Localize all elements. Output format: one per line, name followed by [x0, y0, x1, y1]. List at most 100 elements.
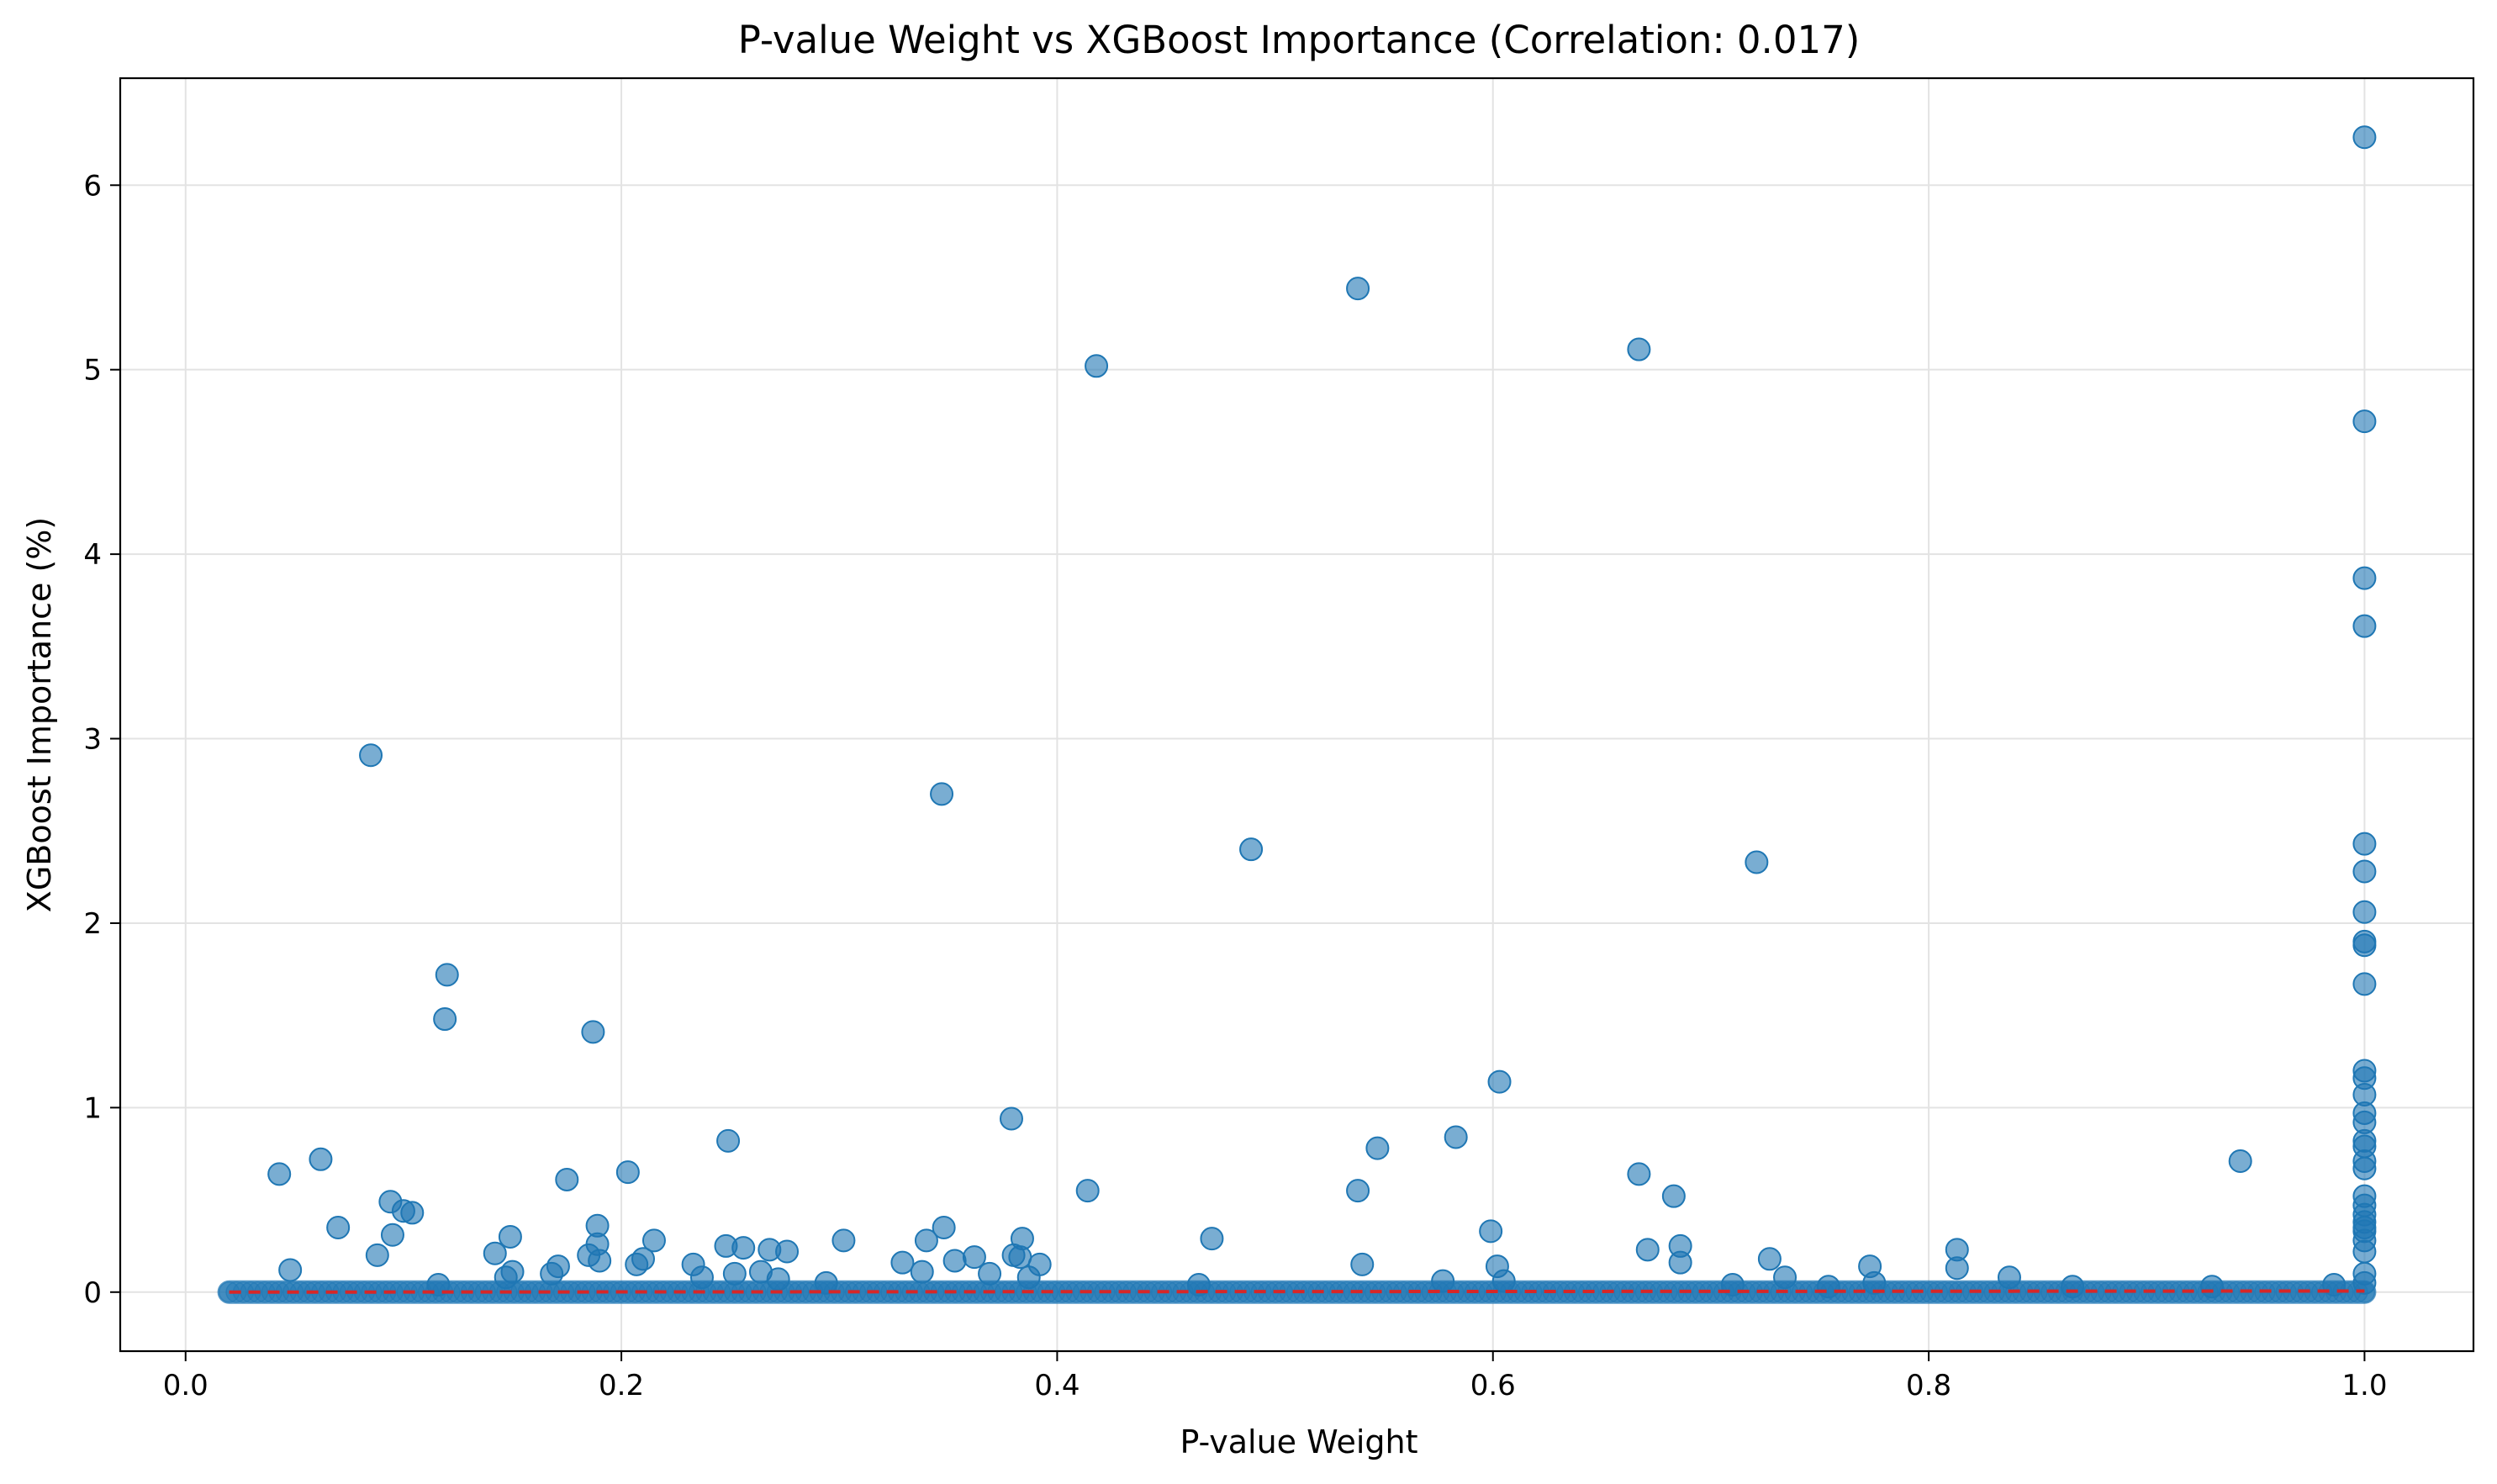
data-point: [1945, 1256, 1969, 1281]
data-point: [1350, 1252, 1375, 1276]
data-point: [2352, 900, 2377, 924]
data-point: [2200, 1275, 2224, 1299]
data-point: [1627, 1162, 1651, 1186]
data-point: [831, 1228, 856, 1253]
data-point: [588, 1249, 612, 1273]
y-tick-label: 0: [83, 1276, 102, 1310]
y-tick-label: 6: [83, 169, 102, 203]
y-tick-label: 5: [83, 354, 102, 388]
data-point: [426, 1273, 451, 1297]
data-point: [1997, 1265, 2021, 1290]
y-axis-ticks: 0 1 2 3 4 5 6: [83, 169, 120, 1310]
data-point: [689, 1265, 714, 1290]
x-axis-label: P-value Weight: [1180, 1423, 1417, 1460]
data-point: [433, 1007, 457, 1032]
data-point: [2352, 859, 2377, 884]
y-tick-label: 3: [83, 723, 102, 757]
data-point: [1661, 1184, 1686, 1208]
x-tick-label: 0.8: [1906, 1369, 1951, 1402]
data-point: [2352, 566, 2377, 590]
data-point: [1862, 1270, 1887, 1295]
data-point: [359, 743, 383, 768]
data-point: [498, 1224, 522, 1249]
data-point: [978, 1261, 1002, 1286]
data-point: [1075, 1179, 1100, 1203]
data-point: [1346, 1179, 1370, 1203]
data-point: [2352, 972, 2377, 996]
data-point: [1816, 1275, 1840, 1299]
data-point: [1200, 1227, 1224, 1251]
data-point: [1491, 1269, 1516, 1293]
data-point: [775, 1239, 800, 1264]
data-point: [309, 1147, 333, 1171]
data-point: [1745, 850, 1769, 874]
y-tick-label: 1: [83, 1091, 102, 1125]
x-axis-ticks: 0.0 0.2 0.4 0.6 0.8 1.0: [163, 1351, 2387, 1402]
data-point: [1016, 1265, 1041, 1290]
data-point: [435, 963, 459, 987]
data-point: [2228, 1149, 2252, 1173]
data-point: [942, 1249, 967, 1273]
data-point: [1773, 1265, 1798, 1290]
data-point: [1757, 1247, 1782, 1271]
data-point: [615, 1160, 640, 1185]
data-point: [641, 1228, 666, 1253]
data-point: [494, 1265, 518, 1290]
data-point: [278, 1258, 303, 1282]
data-point: [1239, 837, 1264, 862]
data-point: [1431, 1269, 1455, 1293]
data-point: [1008, 1245, 1032, 1270]
data-point: [814, 1270, 838, 1295]
x-tick-label: 0.4: [1034, 1369, 1080, 1402]
plot-frame: [119, 77, 2475, 1353]
data-point: [326, 1215, 351, 1239]
data-point: [2352, 1239, 2377, 1264]
data-point: [914, 1228, 938, 1253]
data-point: [555, 1167, 579, 1191]
y-tick-label: 2: [83, 907, 102, 941]
x-tick-label: 0.0: [163, 1369, 209, 1402]
data-point: [716, 1128, 741, 1153]
data-point: [400, 1201, 425, 1225]
data-point: [2352, 933, 2377, 958]
data-point: [1444, 1125, 1468, 1149]
data-point: [540, 1261, 564, 1286]
data-point: [483, 1241, 507, 1265]
data-point: [1346, 277, 1370, 301]
y-axis-label: XGBoost Importance (%): [21, 517, 58, 912]
data-point: [380, 1223, 404, 1247]
x-tick-label: 0.2: [599, 1369, 644, 1402]
data-point: [1479, 1219, 1503, 1244]
data-point: [1627, 337, 1651, 362]
data-point: [766, 1267, 790, 1291]
data-point: [625, 1252, 649, 1276]
data-point: [1635, 1238, 1660, 1262]
data-point: [1487, 1069, 1512, 1094]
data-point: [2352, 1270, 2377, 1295]
data-point: [1668, 1250, 1692, 1275]
data-point: [930, 782, 954, 806]
data-point: [365, 1243, 389, 1267]
data-point: [2352, 125, 2377, 150]
data-point: [581, 1020, 605, 1044]
x-tick-label: 1.0: [2341, 1369, 2387, 1402]
data-point: [2352, 832, 2377, 856]
chart-title: P-value Weight vs XGBoost Importance (Co…: [738, 18, 1861, 62]
data-point: [910, 1260, 934, 1284]
data-point: [267, 1162, 292, 1186]
data-point: [2352, 1156, 2377, 1180]
data-point: [1085, 354, 1109, 378]
y-tick-label: 4: [83, 538, 102, 572]
data-points: [267, 125, 2377, 1299]
data-point: [1365, 1136, 1390, 1160]
data-point: [2352, 409, 2377, 434]
data-point: [932, 1215, 956, 1239]
data-point: [2352, 614, 2377, 638]
x-tick-label: 0.6: [1470, 1369, 1516, 1402]
data-point: [722, 1261, 747, 1286]
data-point: [2061, 1275, 2085, 1299]
data-point: [890, 1250, 915, 1275]
